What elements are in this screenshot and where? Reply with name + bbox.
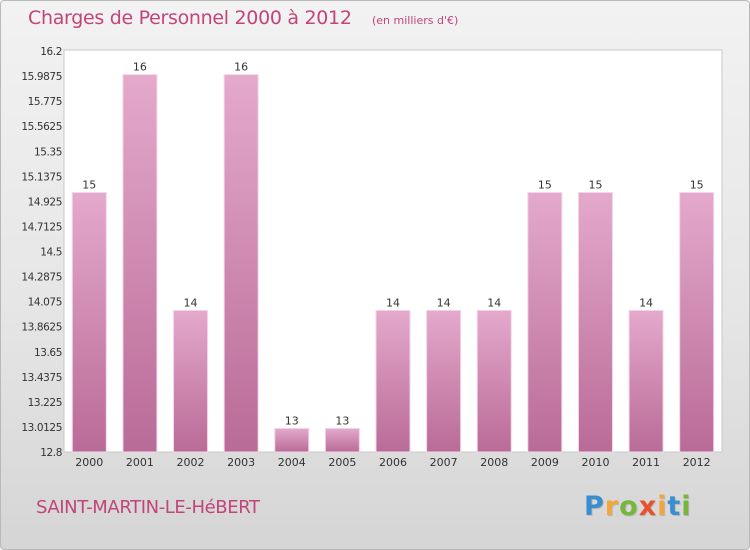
y-tick-label: 15.5625: [21, 121, 62, 133]
bar-2008: [476, 309, 512, 453]
y-tick-label: 14.7125: [21, 221, 62, 233]
y-tick-label: 13.225: [28, 397, 62, 409]
bar-value-label: 14: [386, 296, 400, 309]
bar-2004: [274, 427, 310, 453]
x-tick-label: 2008: [480, 456, 508, 469]
bar-value-label: 14: [487, 296, 501, 309]
y-axis: 12.8 13.0125 13.225 13.4375 13.65 13.8625 14.0…: [21, 46, 62, 459]
logo-letter: P: [584, 491, 605, 522]
y-tick-label: 12.8: [40, 447, 62, 459]
x-tick-label: 2010: [581, 456, 609, 469]
commune-name: SAINT-MARTIN-LE-HéBERT: [36, 497, 260, 518]
logo-letter: o: [619, 491, 639, 522]
bar-2009: [527, 192, 563, 453]
bar-2003: [223, 74, 259, 453]
bar-value-label: 13: [285, 414, 299, 427]
y-tick-label: 13.65: [34, 347, 62, 359]
bar-value-label: 14: [639, 296, 653, 309]
logo-letter: i: [657, 491, 668, 522]
x-tick-label: 2002: [177, 456, 205, 469]
proxiti-logo[interactable]: Proxiti: [584, 491, 692, 522]
x-tick-label: 2000: [75, 456, 103, 469]
bar-2010: [577, 192, 613, 453]
logo-letter: i: [681, 491, 692, 522]
y-tick-label: 14.5: [40, 247, 62, 259]
bar-2002: [173, 309, 209, 453]
bar-value-label: 14: [437, 296, 451, 309]
x-tick-label: 2011: [632, 456, 660, 469]
bar-value-label: 13: [335, 414, 349, 427]
logo-letter: r: [604, 491, 620, 522]
bars-group: 15 16 14 16 13 13 14 14 14 15 15 14 15: [71, 61, 715, 453]
bar-2007: [426, 309, 462, 453]
bar-2001: [122, 74, 158, 453]
bar-2006: [375, 309, 411, 453]
bar-value-label: 15: [690, 179, 704, 192]
bar-2011: [628, 309, 664, 453]
y-tick-label: 14.925: [28, 196, 62, 208]
x-tick-label: 2012: [683, 456, 711, 469]
logo-letter: t: [667, 491, 682, 522]
bar-2012: [679, 192, 715, 453]
bar-value-label: 15: [538, 179, 552, 192]
y-tick-label: 15.35: [34, 146, 62, 158]
bar-2005: [324, 427, 360, 453]
bar-value-label: 15: [82, 179, 96, 192]
bar-value-label: 16: [234, 61, 248, 74]
y-tick-label: 14.2875: [21, 272, 62, 284]
chart-subtitle: (en milliers d'€): [372, 14, 459, 27]
x-tick-label: 2003: [227, 456, 255, 469]
bar-value-label: 16: [133, 61, 147, 74]
x-axis: 2000 2001 2002 2003 2004 2005 2006 2007 2008 2009…: [75, 456, 710, 469]
y-tick-label: 15.9875: [21, 71, 62, 83]
y-tick-label: 14.075: [28, 297, 62, 309]
x-tick-label: 2006: [379, 456, 407, 469]
x-tick-label: 2007: [430, 456, 458, 469]
x-tick-label: 2001: [126, 456, 154, 469]
y-tick-label: 15.775: [28, 96, 62, 108]
x-tick-label: 2009: [531, 456, 559, 469]
y-tick-label: 15.1375: [21, 171, 62, 183]
bar-value-label: 15: [588, 179, 602, 192]
y-tick-label: 13.8625: [21, 322, 62, 334]
chart-title: Charges de Personnel 2000 à 2012: [28, 7, 352, 29]
y-tick-label: 16.2: [40, 46, 62, 58]
x-tick-label: 2004: [278, 456, 306, 469]
bar-2000: [71, 192, 107, 453]
bar-value-label: 14: [184, 296, 198, 309]
y-tick-label: 13.0125: [21, 422, 62, 434]
y-tick-label: 13.4375: [21, 372, 62, 384]
logo-letter: x: [638, 491, 658, 522]
x-tick-label: 2005: [328, 456, 356, 469]
